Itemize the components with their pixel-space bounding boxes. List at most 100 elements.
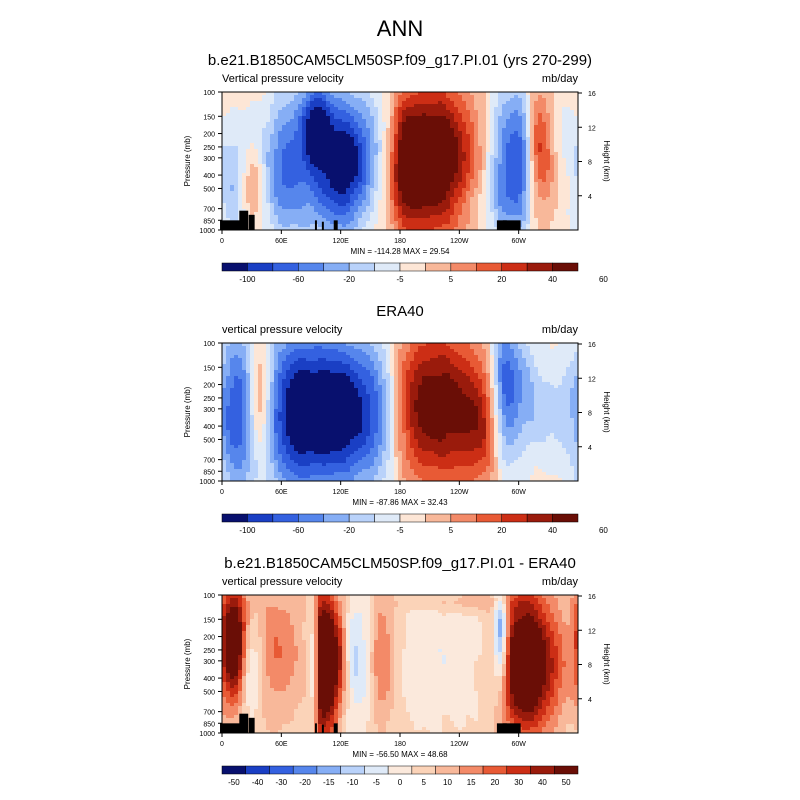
heatmap-cell bbox=[538, 116, 543, 120]
heatmap-cell bbox=[358, 349, 363, 353]
heatmap-cell bbox=[454, 92, 459, 96]
heatmap-cell bbox=[458, 364, 463, 368]
heatmap-cell bbox=[270, 125, 275, 129]
heatmap-cell bbox=[374, 104, 379, 108]
heatmap-cell bbox=[282, 143, 287, 147]
heatmap-cell bbox=[374, 140, 379, 144]
heatmap-cell bbox=[246, 104, 251, 108]
heatmap-cell bbox=[226, 98, 231, 102]
heatmap-cell bbox=[550, 188, 555, 192]
heatmap-cell bbox=[310, 185, 315, 189]
heatmap-cell bbox=[542, 343, 547, 347]
heatmap-cell bbox=[510, 352, 515, 356]
heatmap-cell bbox=[562, 185, 567, 189]
heatmap-cell bbox=[346, 140, 351, 144]
heatmap-cell bbox=[538, 185, 543, 189]
heatmap-cell bbox=[446, 206, 451, 210]
heatmap-cell bbox=[326, 200, 331, 204]
heatmap-cell bbox=[446, 128, 451, 132]
heatmap-cell bbox=[302, 116, 307, 120]
heatmap-cell bbox=[310, 200, 315, 204]
heatmap-cell bbox=[398, 107, 403, 111]
heatmap-cell bbox=[414, 185, 419, 189]
heatmap-cell bbox=[382, 170, 387, 174]
heatmap-cell bbox=[442, 125, 447, 129]
heatmap-cell bbox=[378, 113, 383, 117]
colorbar-label: 5 bbox=[449, 275, 454, 284]
heatmap-cell bbox=[478, 119, 483, 123]
heatmap-cell bbox=[406, 224, 411, 228]
heatmap-cell bbox=[278, 110, 283, 114]
heatmap-cell bbox=[230, 346, 235, 350]
heatmap-cell bbox=[358, 149, 363, 153]
heatmap-cell bbox=[466, 128, 471, 132]
heatmap-cell bbox=[338, 161, 343, 165]
heatmap-cell bbox=[222, 170, 227, 174]
heatmap-cell bbox=[254, 346, 259, 350]
heatmap-cell bbox=[406, 164, 411, 168]
heatmap-cell bbox=[362, 110, 367, 114]
heatmap-cell bbox=[338, 343, 343, 347]
heatmap-cell bbox=[266, 119, 271, 123]
heatmap-cell bbox=[226, 367, 231, 371]
heatmap-cell bbox=[310, 215, 315, 219]
heatmap-cell bbox=[246, 152, 251, 156]
heatmap-cell bbox=[226, 107, 231, 111]
panel-title: ERA40 bbox=[376, 303, 424, 320]
heatmap-cell bbox=[458, 134, 463, 138]
heatmap-cell bbox=[310, 203, 315, 207]
heatmap-cell bbox=[518, 140, 523, 144]
heatmap-cell bbox=[306, 125, 311, 129]
heatmap-cell bbox=[270, 134, 275, 138]
heatmap-cell bbox=[258, 182, 263, 186]
heatmap-cell bbox=[250, 352, 255, 356]
heatmap-cell bbox=[538, 158, 543, 162]
heatmap-cell bbox=[546, 224, 551, 228]
heatmap-cell bbox=[502, 343, 507, 347]
heatmap-cell bbox=[238, 98, 243, 102]
heatmap-cell bbox=[410, 215, 415, 219]
heatmap-cell bbox=[234, 143, 239, 147]
heatmap-cell bbox=[374, 194, 379, 198]
heatmap-cell bbox=[326, 218, 331, 222]
heatmap-cell bbox=[334, 131, 339, 135]
heatmap-cell bbox=[234, 361, 239, 365]
heatmap-cell bbox=[354, 367, 359, 371]
heatmap-cell bbox=[438, 191, 443, 195]
heatmap-cell bbox=[318, 188, 323, 192]
heatmap-cell bbox=[390, 104, 395, 108]
heatmap-cell bbox=[362, 149, 367, 153]
heatmap-cell bbox=[370, 92, 375, 96]
heatmap-cell bbox=[346, 134, 351, 138]
heatmap-cell bbox=[526, 92, 531, 96]
heatmap-cell bbox=[390, 158, 395, 162]
heatmap-cell bbox=[530, 352, 535, 356]
heatmap-cell bbox=[298, 209, 303, 213]
heatmap-cell bbox=[226, 161, 231, 165]
heatmap-cell bbox=[250, 349, 255, 353]
heatmap-cell bbox=[366, 364, 371, 368]
heatmap-cell bbox=[466, 367, 471, 371]
heatmap-cell bbox=[474, 116, 479, 120]
heatmap-cell bbox=[502, 155, 507, 159]
heatmap-cell bbox=[370, 218, 375, 222]
heatmap-cell bbox=[426, 113, 431, 117]
heatmap-cell bbox=[554, 155, 559, 159]
heatmap-cell bbox=[334, 149, 339, 153]
heatmap-cell bbox=[490, 158, 495, 162]
heatmap-cell bbox=[566, 215, 571, 219]
heatmap-cell bbox=[310, 224, 315, 228]
heatmap-cell bbox=[258, 149, 263, 153]
heatmap-cell bbox=[382, 110, 387, 114]
heatmap-cell bbox=[438, 179, 443, 183]
heatmap-cell bbox=[378, 110, 383, 114]
heatmap-cell bbox=[422, 197, 427, 201]
heatmap-cell bbox=[430, 116, 435, 120]
heatmap-cell bbox=[498, 149, 503, 153]
heatmap-cell bbox=[414, 95, 419, 99]
heatmap-cell bbox=[370, 185, 375, 189]
heatmap-cell bbox=[250, 116, 255, 120]
heatmap-cell bbox=[282, 161, 287, 165]
heatmap-cell bbox=[502, 125, 507, 129]
heatmap-cell bbox=[362, 194, 367, 198]
